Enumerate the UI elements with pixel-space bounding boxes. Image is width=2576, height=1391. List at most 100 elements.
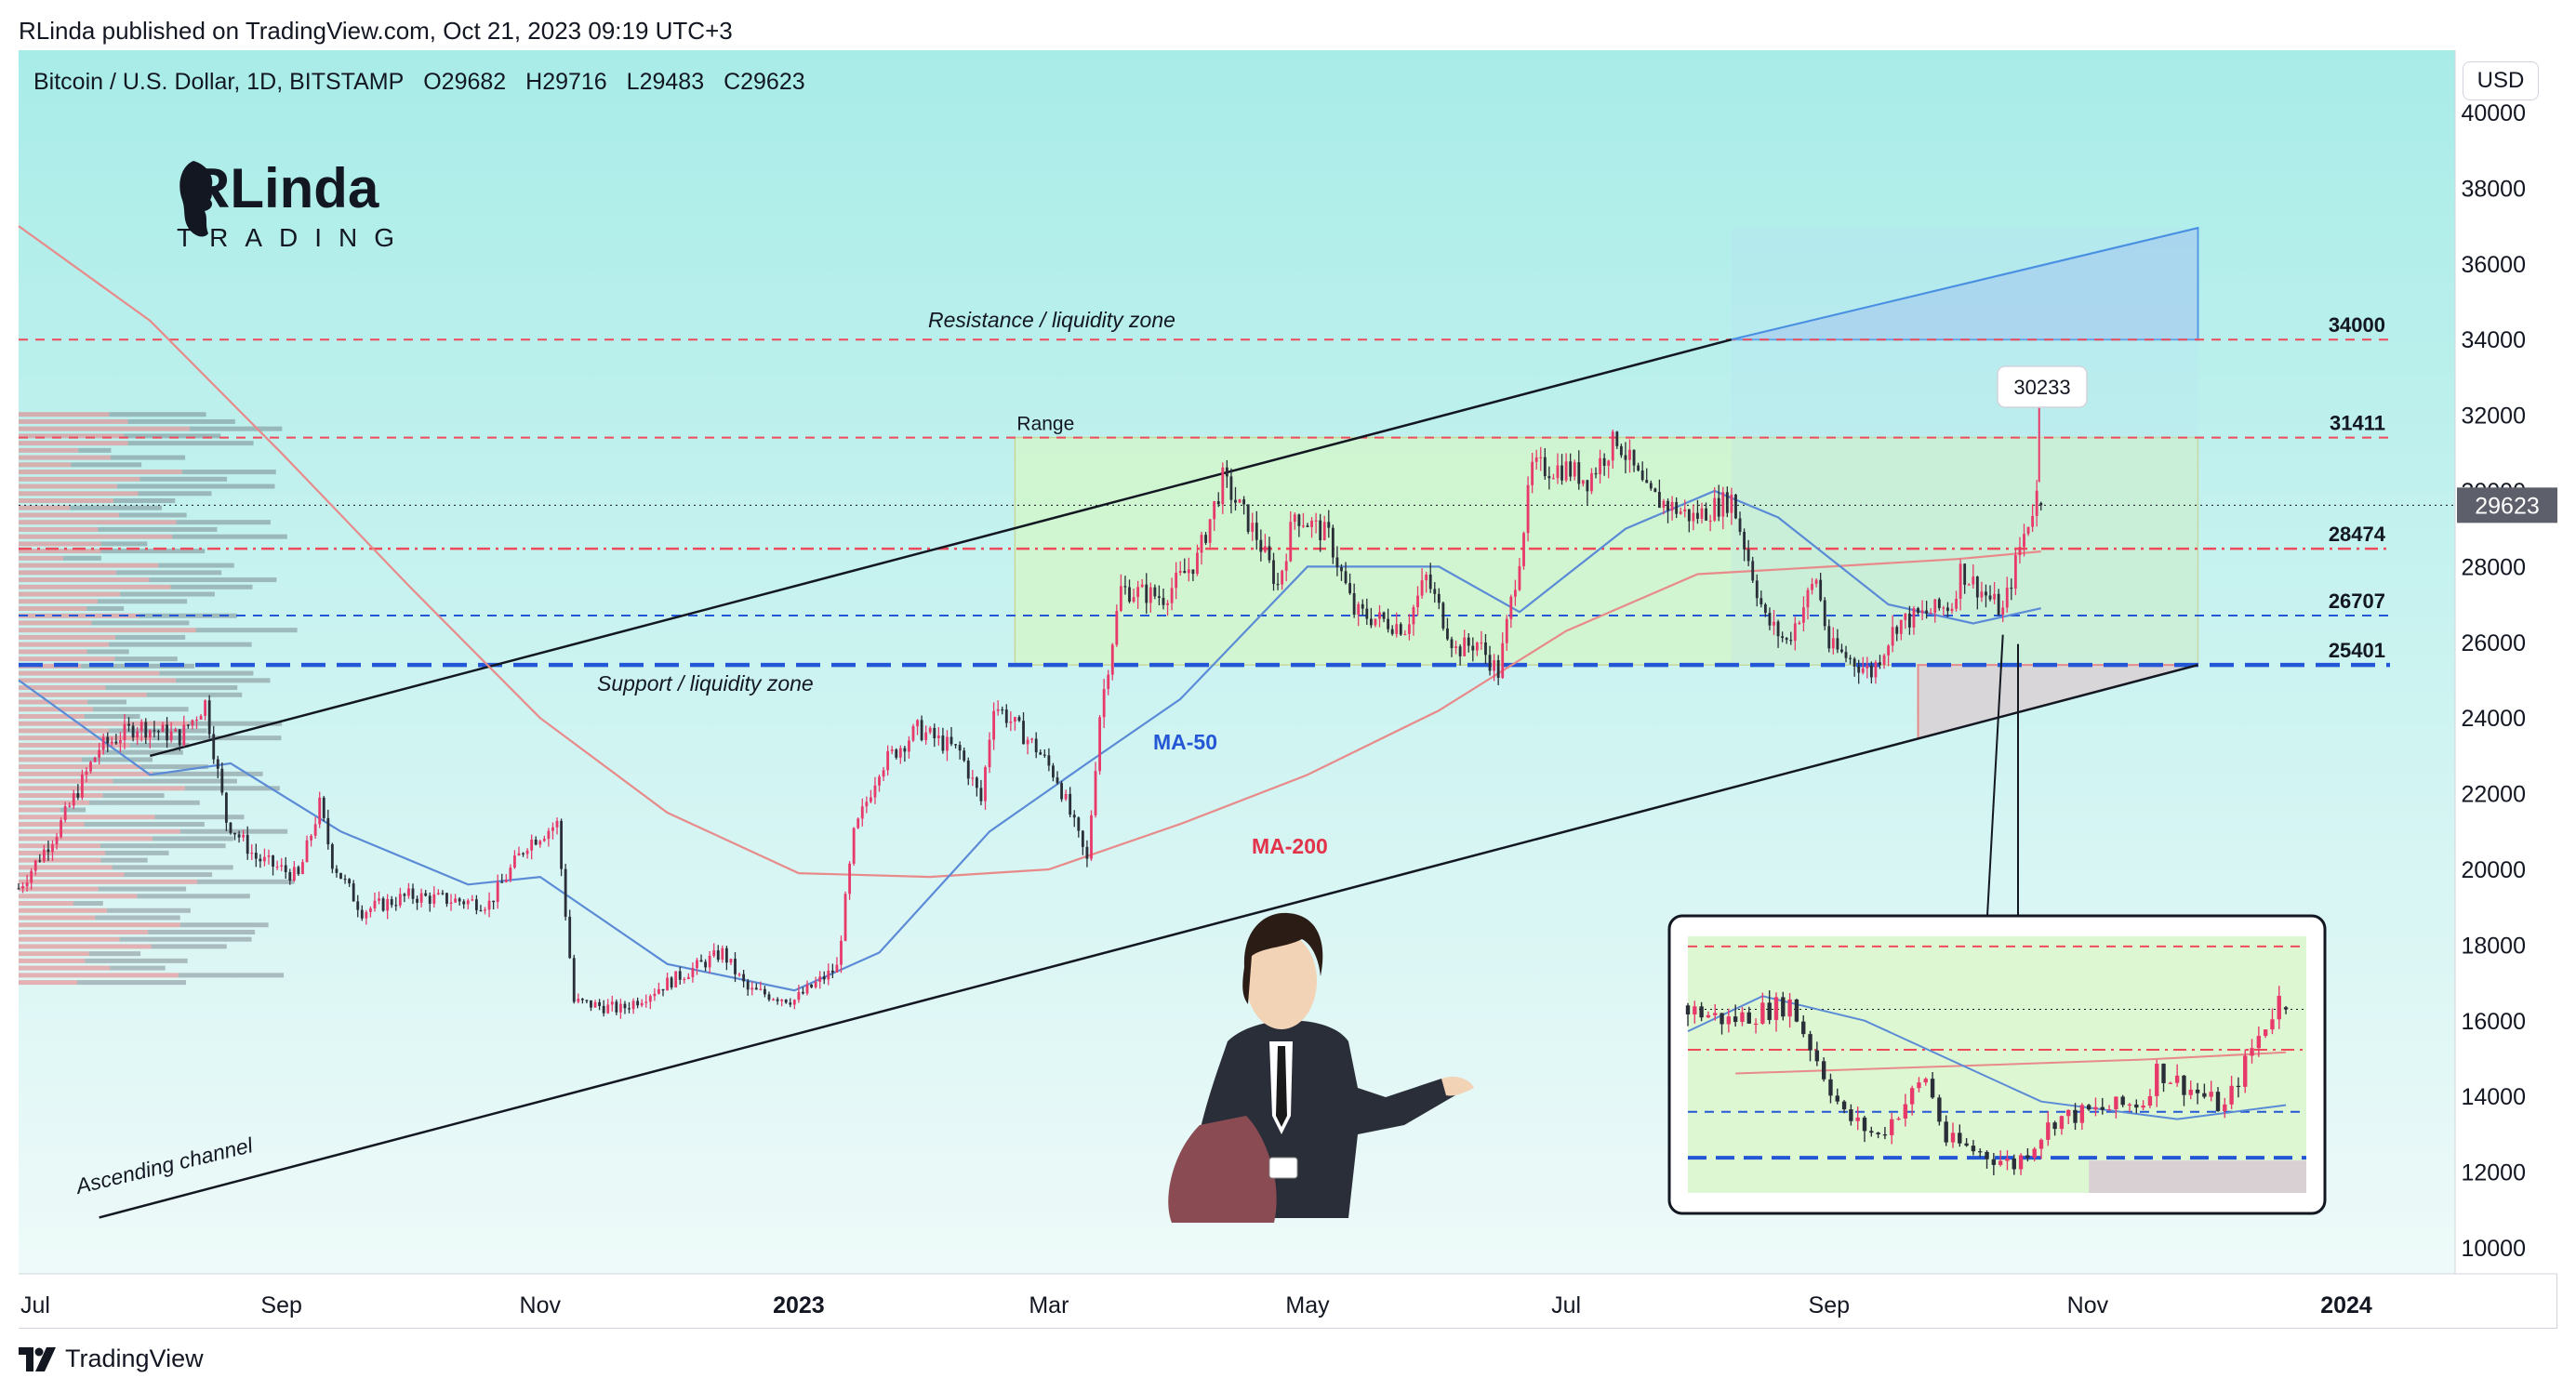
candle[interactable] (462, 899, 466, 909)
candle[interactable] (1047, 748, 1051, 772)
candle[interactable] (1191, 569, 1195, 581)
candle[interactable] (830, 963, 834, 979)
candle[interactable] (1556, 453, 1560, 484)
candle[interactable] (1115, 604, 1119, 647)
candle[interactable] (1361, 599, 1364, 616)
candle[interactable] (85, 767, 88, 783)
candle[interactable] (1204, 532, 1207, 546)
candle[interactable] (1446, 617, 1449, 642)
price-axis[interactable] (2455, 50, 2557, 1274)
candle[interactable] (1852, 656, 1856, 677)
candle[interactable] (1153, 584, 1157, 600)
candle[interactable] (1493, 654, 1496, 682)
candle[interactable] (1844, 645, 1848, 663)
candle[interactable] (1725, 486, 1729, 518)
candle[interactable] (356, 894, 360, 918)
candle[interactable] (686, 973, 690, 980)
candle[interactable] (1128, 579, 1131, 603)
candle[interactable] (386, 894, 390, 920)
candle[interactable] (916, 719, 919, 735)
candle[interactable] (988, 732, 991, 774)
candle[interactable] (471, 894, 474, 902)
candle[interactable] (1997, 589, 2000, 616)
candle[interactable] (590, 1000, 592, 1012)
candle[interactable] (1496, 655, 1500, 685)
candle[interactable] (1216, 492, 1220, 508)
candle[interactable] (933, 723, 936, 748)
candle[interactable] (1513, 579, 1517, 606)
candle[interactable] (224, 791, 228, 831)
candle[interactable] (1505, 615, 1508, 651)
candle[interactable] (1917, 606, 1919, 615)
candle[interactable] (1140, 578, 1144, 589)
candle[interactable] (101, 733, 105, 755)
candle[interactable] (148, 729, 152, 748)
candle[interactable] (1920, 600, 1924, 621)
candle[interactable] (792, 999, 796, 1010)
candle[interactable] (963, 747, 966, 762)
candle[interactable] (267, 849, 271, 865)
candle[interactable] (1437, 588, 1441, 610)
candle[interactable] (1552, 473, 1555, 480)
candle[interactable] (242, 829, 246, 841)
candle[interactable] (547, 828, 551, 847)
candle[interactable] (1670, 496, 1674, 521)
candle[interactable] (1861, 656, 1865, 675)
candle[interactable] (297, 865, 300, 876)
candle[interactable] (1751, 556, 1755, 583)
candle[interactable] (301, 859, 304, 875)
candle[interactable] (1064, 789, 1068, 801)
candle[interactable] (1942, 605, 1945, 616)
candle[interactable] (1637, 462, 1640, 472)
candle[interactable] (1539, 446, 1543, 471)
candle[interactable] (1950, 603, 1954, 615)
candle[interactable] (1026, 736, 1029, 755)
candle[interactable] (873, 776, 877, 804)
candle[interactable] (1352, 583, 1356, 618)
candle[interactable] (818, 971, 822, 989)
candle[interactable] (1955, 590, 1958, 612)
candle[interactable] (754, 983, 758, 990)
candle[interactable] (1628, 439, 1631, 473)
candle[interactable] (1042, 749, 1046, 759)
candle[interactable] (1234, 486, 1237, 511)
candle[interactable] (30, 868, 33, 890)
candle[interactable] (1899, 619, 1903, 641)
candle[interactable] (712, 943, 716, 958)
candle[interactable] (1408, 614, 1411, 641)
candle[interactable] (572, 954, 576, 1004)
candle[interactable] (878, 774, 881, 792)
candle[interactable] (1471, 637, 1475, 662)
candle[interactable] (1823, 597, 1826, 630)
candle[interactable] (1849, 655, 1852, 665)
candle[interactable] (1149, 582, 1152, 613)
candle[interactable] (2026, 526, 2030, 537)
candle[interactable] (284, 856, 287, 880)
candle[interactable] (1132, 588, 1135, 603)
candle[interactable] (191, 719, 194, 730)
candle[interactable] (1679, 507, 1682, 515)
candle[interactable] (178, 729, 181, 751)
candle[interactable] (1730, 487, 1733, 525)
candle[interactable] (313, 816, 317, 840)
candle[interactable] (474, 894, 478, 915)
candle[interactable] (1746, 539, 1750, 567)
candle[interactable] (174, 727, 178, 733)
candle[interactable] (1869, 661, 1873, 683)
candle[interactable] (1933, 599, 1937, 623)
candle[interactable] (1543, 448, 1547, 480)
candle[interactable] (1069, 787, 1072, 818)
candle[interactable] (2005, 576, 2009, 613)
candle[interactable] (996, 700, 1000, 716)
candle[interactable] (653, 987, 657, 1001)
candle[interactable] (153, 721, 156, 737)
candle[interactable] (1056, 771, 1059, 785)
candle[interactable] (1590, 468, 1593, 495)
candle[interactable] (89, 761, 92, 775)
candle[interactable] (1085, 840, 1089, 868)
candle[interactable] (1946, 602, 1949, 617)
candle[interactable] (1403, 629, 1407, 636)
candle[interactable] (577, 993, 580, 1004)
candle[interactable] (373, 892, 377, 912)
candle[interactable] (1004, 704, 1008, 728)
